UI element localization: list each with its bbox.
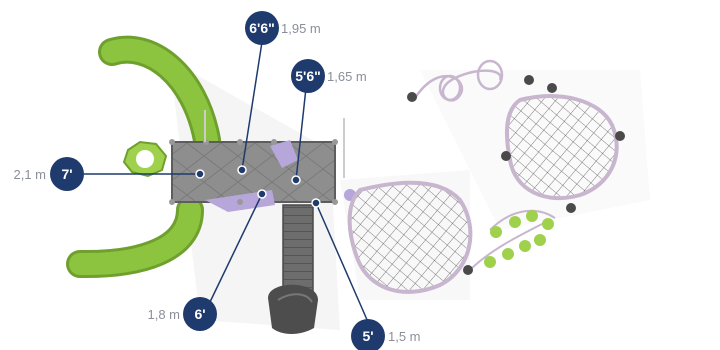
metric-label: 1,95 m xyxy=(281,21,321,36)
height-marker-6ft: 6' 1,8 m xyxy=(147,297,217,331)
anchor-points xyxy=(407,75,625,275)
leader-lines xyxy=(84,41,369,323)
net-climber-icon xyxy=(347,180,473,294)
imperial-label: 7' xyxy=(61,166,72,182)
ring-climber-icon xyxy=(122,140,168,178)
height-marker-7ft: 7' 2,1 m xyxy=(13,157,84,191)
metric-label: 2,1 m xyxy=(13,167,46,182)
height-marker-5ft: 5' 1,5 m xyxy=(351,319,421,350)
imperial-label: 5'6" xyxy=(295,68,321,84)
imperial-label: 6'6" xyxy=(249,20,275,36)
imperial-label: 6' xyxy=(194,306,205,322)
height-marker-6ft6: 6'6" 1,95 m xyxy=(245,11,321,45)
stepping-pods-icon xyxy=(469,209,556,271)
metric-label: 1,65 m xyxy=(327,69,367,84)
imperial-label: 5' xyxy=(362,328,373,344)
tube-slide-icon xyxy=(66,35,221,279)
main-deck xyxy=(169,139,356,212)
ramp xyxy=(268,204,318,334)
rope-bridge-icon xyxy=(413,59,504,102)
posts xyxy=(204,110,345,178)
leader-dots xyxy=(195,165,321,208)
height-marker-5ft6: 5'6" 1,65 m xyxy=(291,59,367,93)
metric-label: 1,5 m xyxy=(388,329,421,344)
metric-label: 1,8 m xyxy=(147,307,180,322)
net-climber-icon xyxy=(505,94,619,201)
